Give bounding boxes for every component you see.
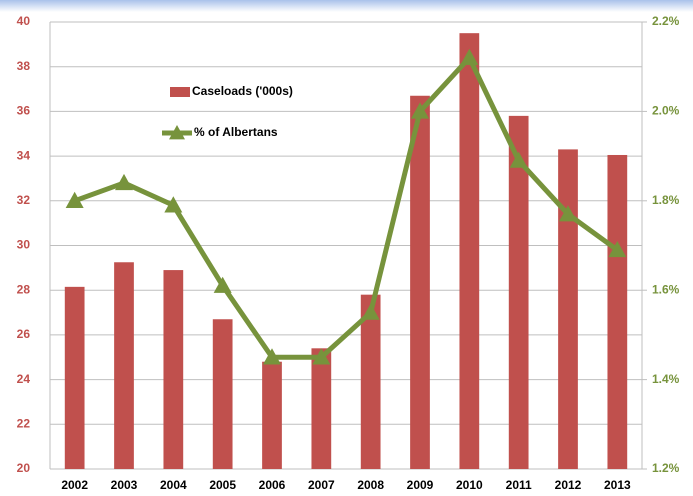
x-tick-label: 2005 xyxy=(209,478,236,492)
line xyxy=(73,55,619,360)
x-tick-label: 2002 xyxy=(61,478,88,492)
line-marker xyxy=(608,240,627,258)
x-tick-label: 2012 xyxy=(555,478,582,492)
line-marker xyxy=(411,102,429,119)
y2-tick-label: 1.8% xyxy=(652,193,680,207)
y-tick-label: 34 xyxy=(17,148,31,162)
y-tick-label: 22 xyxy=(17,416,31,430)
line-marker xyxy=(509,151,528,168)
x-tick-label: 2009 xyxy=(407,478,434,492)
line-marker xyxy=(213,276,232,293)
line-marker xyxy=(115,173,133,191)
legend-swatch xyxy=(170,87,190,97)
y-tick-label: 36 xyxy=(17,104,31,118)
y-tick-label: 28 xyxy=(17,282,31,296)
bar xyxy=(360,294,381,469)
x-tick-label: 2007 xyxy=(308,478,335,492)
x-tick-label: 2008 xyxy=(357,478,384,492)
line-marker xyxy=(460,48,479,65)
x-tick-label: 2011 xyxy=(506,478,532,492)
x-tick-label: 2013 xyxy=(604,478,631,492)
line-marker xyxy=(263,348,281,365)
line-marker xyxy=(312,348,331,365)
y2-tick-label: 1.4% xyxy=(652,372,680,386)
y-tick-label: 38 xyxy=(17,59,31,73)
bar xyxy=(311,348,332,469)
line-marker xyxy=(559,205,577,222)
legend-swatch xyxy=(169,125,185,140)
x-tick-label: 2006 xyxy=(259,478,286,492)
line-marker xyxy=(361,303,380,320)
y-tick-label: 20 xyxy=(17,461,31,475)
y2-tick-label: 1.2% xyxy=(652,461,680,475)
y-tick-label: 26 xyxy=(17,327,31,341)
y-tick-label: 30 xyxy=(17,238,31,252)
bar xyxy=(410,95,430,469)
y2-tick-label: 2.2% xyxy=(652,14,680,28)
line-marker xyxy=(65,191,84,208)
bar xyxy=(212,319,233,469)
bar xyxy=(163,270,184,469)
bar xyxy=(558,149,578,469)
y-tick-label: 40 xyxy=(17,14,31,28)
legend-label: Caseloads ('000s) xyxy=(192,84,293,98)
y2-tick-label: 1.6% xyxy=(652,282,680,296)
x-tick-label: 2004 xyxy=(160,478,187,492)
bar xyxy=(64,286,85,469)
legend-label: % of Albertans xyxy=(194,125,278,139)
bar xyxy=(607,154,628,470)
line-marker xyxy=(164,196,183,213)
top-band xyxy=(0,0,693,12)
x-tick-label: 2003 xyxy=(111,478,138,492)
bar xyxy=(459,33,480,470)
bar xyxy=(508,115,529,470)
bar xyxy=(262,361,282,469)
bar xyxy=(114,262,134,469)
y-tick-label: 32 xyxy=(17,193,31,207)
x-tick-label: 2010 xyxy=(456,478,483,492)
y-tick-label: 24 xyxy=(17,372,31,386)
y2-tick-label: 2.0% xyxy=(652,104,680,118)
